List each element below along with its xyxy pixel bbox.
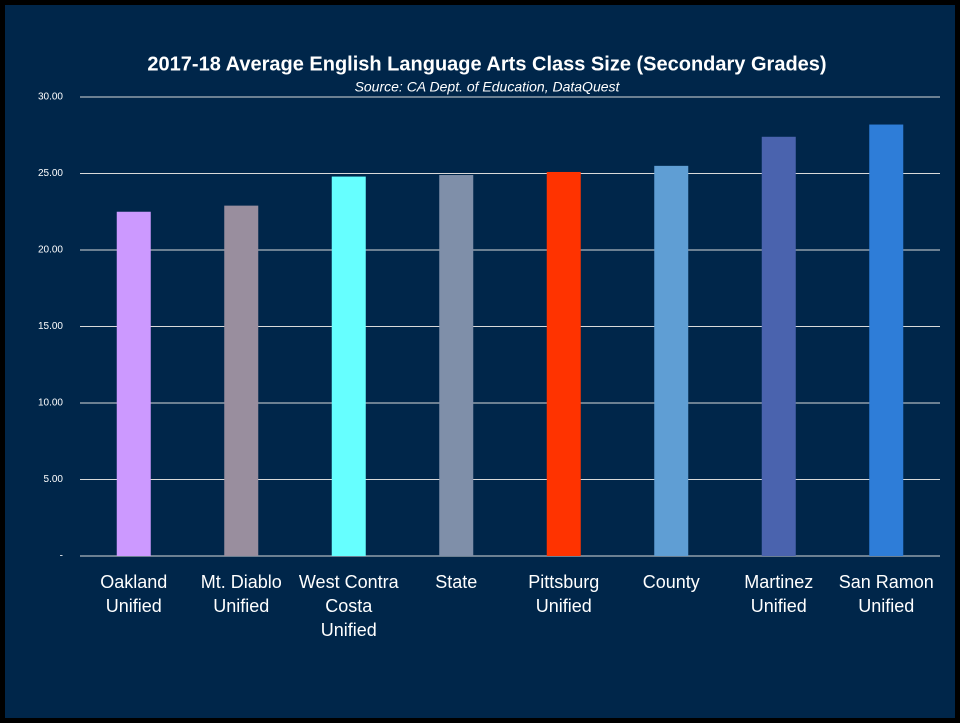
bar	[224, 205, 259, 556]
chart-subtitle: Source: CA Dept. of Education, DataQuest	[355, 79, 621, 95]
y-tick-label: 25.00	[38, 168, 63, 179]
x-tick-label: Oakland Unified	[100, 572, 168, 616]
bar	[116, 211, 151, 556]
y-tick-label: 20.00	[38, 245, 63, 256]
x-tick-label: Martinez Unified	[744, 572, 814, 616]
y-tick-label: 10.00	[38, 398, 63, 409]
chart-title: 2017-18 Average English Language Arts Cl…	[147, 53, 826, 75]
x-tick-label: San Ramon Unified	[838, 572, 934, 616]
y-tick-label: 5.00	[44, 474, 64, 485]
x-tick-label: Mt. Diablo Unified	[200, 572, 282, 616]
x-tick-label: State	[435, 572, 478, 592]
x-tick-label: County	[642, 572, 700, 592]
y-tick-label: 15.00	[38, 321, 63, 332]
bar	[654, 165, 689, 556]
bar	[331, 176, 366, 556]
bar	[761, 136, 796, 556]
bar	[546, 171, 581, 556]
x-tick-label: West Contra Costa Unified	[298, 572, 399, 640]
bar	[439, 175, 474, 556]
bar	[869, 124, 904, 556]
x-tick-label: Pittsburg Unified	[528, 572, 600, 616]
y-tick-label: -	[60, 551, 63, 562]
y-tick-label: 30.00	[38, 92, 63, 103]
